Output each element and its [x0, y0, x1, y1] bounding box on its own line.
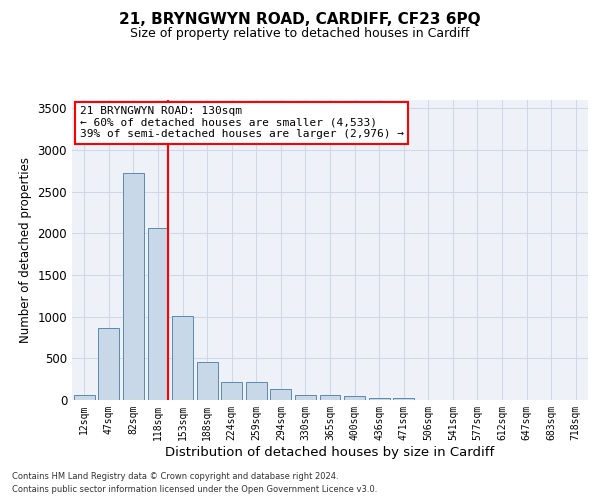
Bar: [123, 174, 144, 400]
Bar: [246, 382, 267, 400]
Text: 21 BRYNGWYN ROAD: 130sqm
← 60% of detached houses are smaller (4,533)
39% of sem: 21 BRYNGWYN ROAD: 130sqm ← 60% of detach…: [80, 106, 404, 139]
Bar: [320, 396, 340, 400]
Bar: [148, 228, 169, 400]
Bar: [368, 398, 389, 400]
Bar: [74, 395, 95, 400]
Bar: [393, 398, 414, 400]
Bar: [344, 396, 365, 400]
Text: Size of property relative to detached houses in Cardiff: Size of property relative to detached ho…: [130, 28, 470, 40]
Bar: [221, 382, 242, 400]
Text: Contains public sector information licensed under the Open Government Licence v3: Contains public sector information licen…: [12, 485, 377, 494]
Bar: [172, 316, 193, 400]
Text: 21, BRYNGWYN ROAD, CARDIFF, CF23 6PQ: 21, BRYNGWYN ROAD, CARDIFF, CF23 6PQ: [119, 12, 481, 28]
Bar: [271, 389, 292, 400]
Y-axis label: Number of detached properties: Number of detached properties: [19, 157, 32, 343]
Text: Distribution of detached houses by size in Cardiff: Distribution of detached houses by size …: [166, 446, 494, 459]
Bar: [295, 394, 316, 400]
Bar: [98, 328, 119, 400]
Bar: [197, 362, 218, 400]
Text: Contains HM Land Registry data © Crown copyright and database right 2024.: Contains HM Land Registry data © Crown c…: [12, 472, 338, 481]
